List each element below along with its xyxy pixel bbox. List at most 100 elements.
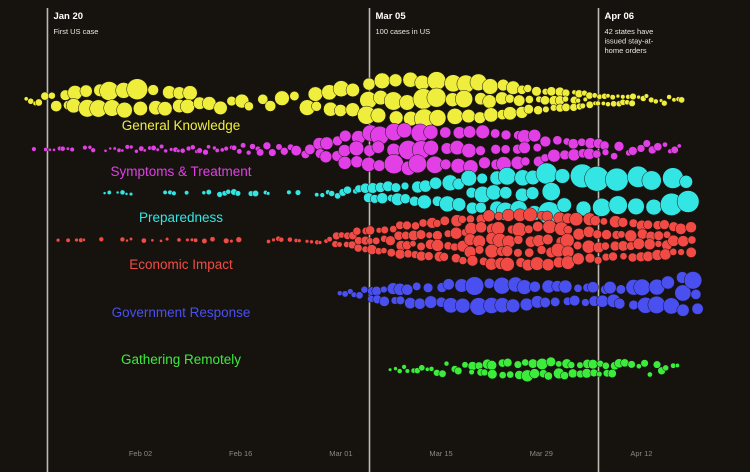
- data-point: [503, 358, 513, 368]
- data-point: [501, 245, 513, 257]
- data-point: [52, 148, 56, 152]
- data-point: [523, 207, 538, 222]
- data-point: [449, 226, 463, 240]
- data-point: [669, 248, 678, 256]
- data-point: [287, 236, 293, 243]
- data-point: [240, 142, 247, 149]
- data-point: [373, 159, 386, 172]
- data-point: [567, 148, 581, 162]
- data-point: [556, 197, 572, 213]
- data-point: [499, 186, 513, 200]
- data-point: [533, 105, 543, 115]
- data-point: [234, 190, 241, 197]
- data-point: [600, 100, 606, 106]
- data-point: [670, 145, 679, 154]
- data-point: [385, 235, 396, 246]
- data-point: [560, 371, 569, 380]
- data-point: [412, 281, 422, 291]
- data-point: [431, 239, 444, 252]
- data-point: [256, 148, 265, 157]
- data-point: [674, 223, 687, 235]
- data-point: [128, 192, 134, 197]
- data-point: [642, 250, 654, 262]
- data-point: [480, 368, 489, 377]
- data-point: [584, 252, 596, 264]
- data-point: [157, 101, 173, 117]
- data-point: [246, 150, 252, 156]
- data-point: [439, 252, 449, 262]
- data-point: [577, 137, 587, 147]
- data-point: [532, 221, 544, 232]
- data-point: [150, 145, 157, 151]
- data-point: [429, 176, 442, 190]
- data-point: [425, 231, 433, 239]
- data-point: [619, 252, 628, 261]
- data-point: [185, 237, 190, 242]
- data-point: [550, 296, 561, 307]
- data-point: [440, 158, 452, 170]
- data-point: [563, 225, 573, 235]
- data-point: [399, 94, 416, 111]
- data-point: [524, 224, 534, 234]
- data-point: [196, 147, 203, 154]
- data-point: [575, 200, 592, 217]
- data-point: [582, 96, 588, 102]
- data-point: [677, 235, 690, 248]
- data-point: [500, 257, 515, 272]
- data-point: [252, 190, 259, 197]
- data-point: [587, 359, 598, 370]
- data-point: [337, 290, 343, 296]
- swarm-layer: [23, 71, 704, 383]
- data-point: [592, 149, 602, 159]
- data-point: [545, 356, 556, 367]
- data-point: [475, 201, 487, 214]
- data-point: [184, 190, 190, 196]
- data-point: [653, 230, 664, 241]
- data-point: [423, 282, 434, 293]
- data-point: [353, 243, 363, 253]
- data-point: [662, 141, 668, 148]
- data-point: [617, 230, 626, 239]
- event-description: issued stay-at-: [605, 37, 654, 46]
- x-tick-label: Mar 15: [429, 449, 452, 458]
- data-point: [613, 141, 625, 152]
- data-point: [610, 100, 617, 108]
- data-point: [304, 143, 316, 155]
- data-point: [48, 91, 56, 100]
- data-point: [426, 87, 447, 108]
- data-point: [662, 364, 669, 372]
- data-point: [475, 124, 490, 139]
- data-point: [401, 283, 414, 296]
- data-point: [643, 238, 656, 251]
- data-point: [424, 251, 434, 261]
- data-point: [567, 138, 579, 150]
- data-point: [65, 237, 71, 243]
- data-point: [393, 366, 398, 371]
- data-point: [155, 147, 160, 152]
- data-point: [328, 190, 335, 197]
- data-point: [573, 240, 583, 251]
- data-point: [653, 98, 659, 105]
- data-point: [569, 212, 584, 227]
- data-point: [404, 368, 410, 374]
- data-point: [337, 155, 352, 170]
- data-point: [179, 147, 186, 154]
- data-point: [643, 93, 649, 99]
- data-point: [521, 358, 530, 367]
- data-point: [451, 197, 467, 212]
- data-point: [605, 93, 611, 99]
- data-point: [223, 146, 229, 152]
- series-swarm: [23, 71, 685, 129]
- data-point: [388, 367, 393, 372]
- data-point: [336, 241, 343, 248]
- event-description: 100 cases in US: [376, 27, 431, 36]
- data-point: [599, 217, 608, 226]
- data-point: [134, 149, 139, 154]
- data-point: [443, 360, 450, 367]
- data-point: [500, 144, 511, 155]
- data-point: [641, 170, 662, 191]
- data-point: [636, 144, 646, 153]
- data-point: [235, 236, 242, 243]
- x-tick-label: Mar 01: [329, 449, 352, 458]
